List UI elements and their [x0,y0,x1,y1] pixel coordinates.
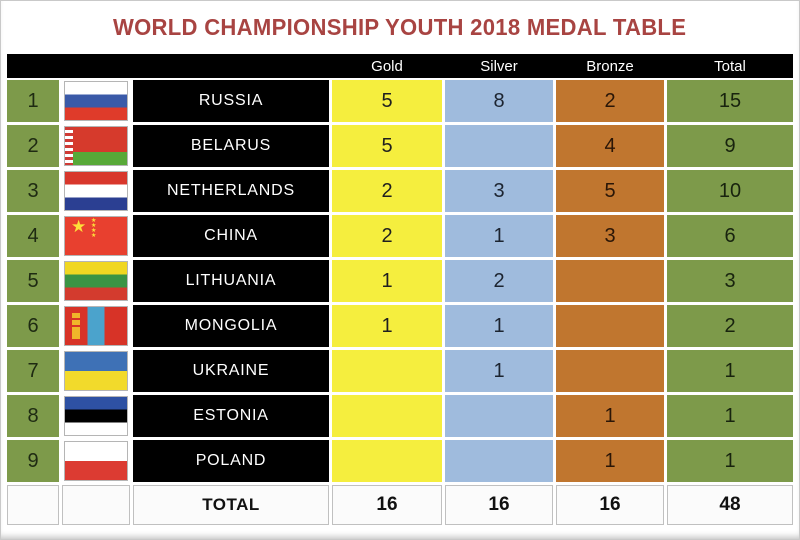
flag-lithuania-icon [64,261,128,301]
flag-cell [62,440,130,482]
table-row: 3 NETHERLANDS 2 3 5 10 [7,170,793,212]
totals-bronze: 16 [556,485,664,525]
total-count: 3 [667,260,793,302]
bronze-count: 4 [556,125,664,167]
table-row: 2 BELARUS 5 4 9 [7,125,793,167]
rank-value: 4 [7,215,59,257]
bronze-count: 1 [556,440,664,482]
totals-total: 48 [667,485,793,525]
table-row: 9 POLAND 1 1 [7,440,793,482]
table-body: 1 RUSSIA 5 8 2 15 2 BELARUS 5 4 9 3 NE [7,80,793,482]
total-count: 9 [667,125,793,167]
bronze-count: 3 [556,215,664,257]
totals-row: TOTAL 16 16 16 48 [7,485,793,525]
rank-value: 6 [7,305,59,347]
country-name: CHINA [133,215,329,257]
silver-count: 2 [445,260,553,302]
country-name: BELARUS [133,125,329,167]
column-header-bronze: Bronze [586,57,634,75]
totals-silver: 16 [445,485,553,525]
silver-count: 3 [445,170,553,212]
bronze-count: 2 [556,80,664,122]
rank-value: 2 [7,125,59,167]
bronze-count: 5 [556,170,664,212]
flag-cell [62,80,130,122]
rank-value: 3 [7,170,59,212]
gold-count: 2 [332,170,442,212]
flag-cell [62,215,130,257]
rank-value: 1 [7,80,59,122]
table-row: 4 CHINA 2 1 3 6 [7,215,793,257]
gold-count: 1 [332,260,442,302]
total-count: 6 [667,215,793,257]
gold-count: 5 [332,125,442,167]
table-row: 8 ESTONIA 1 1 [7,395,793,437]
bronze-count [556,305,664,347]
total-count: 1 [667,395,793,437]
rank-value: 7 [7,350,59,392]
gold-count [332,440,442,482]
flag-cell [62,260,130,302]
gold-count [332,350,442,392]
silver-count: 8 [445,80,553,122]
flag-mongolia-icon [64,306,128,346]
medal-table: Gold Silver Bronze Total 1 RUSSIA 5 8 2 … [7,54,793,525]
flag-cell [62,305,130,347]
silver-count [445,125,553,167]
totals-gold: 16 [332,485,442,525]
country-name: ESTONIA [133,395,329,437]
silver-count: 1 [445,350,553,392]
flag-poland-icon [64,441,128,481]
column-header-gold: Gold [371,57,403,75]
silver-count: 1 [445,215,553,257]
table-row: 5 LITHUANIA 1 2 3 [7,260,793,302]
rank-value: 8 [7,395,59,437]
gold-count: 2 [332,215,442,257]
bronze-count [556,260,664,302]
total-count: 10 [667,170,793,212]
total-count: 1 [667,350,793,392]
table-row: 1 RUSSIA 5 8 2 15 [7,80,793,122]
country-name: NETHERLANDS [133,170,329,212]
flag-cell [62,125,130,167]
column-header-silver: Silver [480,57,518,75]
country-name: MONGOLIA [133,305,329,347]
bronze-count: 1 [556,395,664,437]
total-count: 15 [667,80,793,122]
flag-belarus-icon [64,126,128,166]
page-title: WORLD CHAMPIONSHIP YOUTH 2018 MEDAL TABL… [113,14,687,40]
flag-cell [62,395,130,437]
country-name: UKRAINE [133,350,329,392]
silver-count: 1 [445,305,553,347]
flag-cell [62,350,130,392]
bronze-count [556,350,664,392]
totals-rank-empty-cell [7,485,59,525]
gold-count: 1 [332,305,442,347]
flag-ukraine-icon [64,351,128,391]
title-bar: WORLD CHAMPIONSHIP YOUTH 2018 MEDAL TABL… [1,1,799,54]
flag-estonia-icon [64,396,128,436]
table-row: 7 UKRAINE 1 1 [7,350,793,392]
rank-value: 5 [7,260,59,302]
gold-count [332,395,442,437]
country-name: RUSSIA [133,80,329,122]
totals-flag-empty-cell [62,485,130,525]
total-count: 1 [667,440,793,482]
flag-russia-icon [64,81,128,121]
flag-cell [62,170,130,212]
silver-count [445,395,553,437]
silver-count [445,440,553,482]
table-header-row: Gold Silver Bronze Total [7,54,793,78]
country-name: POLAND [133,440,329,482]
country-name: LITHUANIA [133,260,329,302]
column-header-total: Total [714,57,746,75]
flag-china-icon [64,216,128,256]
rank-value: 9 [7,440,59,482]
flag-netherlands-icon [64,171,128,211]
gold-count: 5 [332,80,442,122]
table-row: 6 MONGOLIA 1 1 2 [7,305,793,347]
total-count: 2 [667,305,793,347]
totals-label: TOTAL [133,485,329,525]
